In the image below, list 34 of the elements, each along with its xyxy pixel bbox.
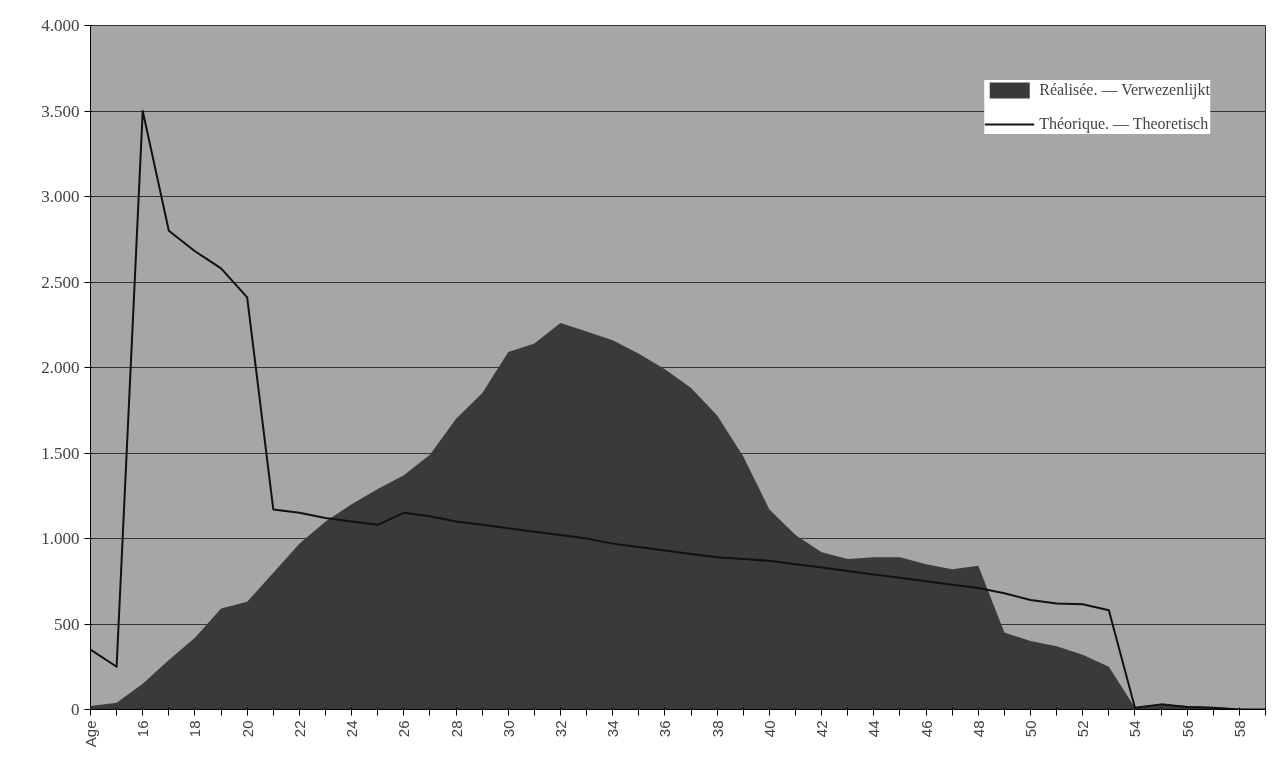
x-tick-label: 48 [969,720,987,738]
x-tick-label: 24 [343,720,361,738]
x-tick-label: 50 [1022,720,1039,738]
x-tick-label: 28 [447,720,465,738]
y-tick-label: 1.000 [41,529,80,548]
y-tick-label: 3.500 [41,101,80,121]
x-tick-label: 20 [238,720,256,738]
x-tick-label: 32 [552,720,569,738]
x-tick-label: 18 [186,720,204,738]
x-tick-label: 26 [395,720,413,738]
x-tick-label: Age [82,720,99,748]
x-tick-label: 30 [499,720,517,738]
y-tick-label: 3.000 [41,187,80,206]
x-tick-label: 58 [1230,720,1248,738]
x-tick-label: 46 [917,720,935,738]
x-tick-label: 42 [813,720,831,738]
y-tick-label: 2.500 [41,272,80,292]
x-tick-label: 34 [604,720,622,738]
x-tick-label: 54 [1126,720,1144,738]
legend-label: Réalisée. — Verwezenlijkt [1039,81,1210,99]
x-tick-label: 38 [708,720,726,738]
y-tick-label: 500 [54,614,80,634]
y-tick-label: 0 [71,700,80,719]
x-tick-label: 40 [760,720,778,738]
x-tick-label: 56 [1178,720,1196,738]
x-tick-label: 22 [290,720,308,738]
y-tick-label: 4.000 [41,16,80,35]
x-tick-label: 44 [865,720,883,738]
legend-label: Théorique. — Theoretisch [1039,115,1209,133]
x-tick-label: 36 [656,720,674,738]
y-tick-label: 1.500 [41,443,80,463]
y-tick-label: 2.000 [41,358,80,377]
x-tick-label: 52 [1074,720,1092,738]
x-tick-label: 16 [134,720,152,738]
